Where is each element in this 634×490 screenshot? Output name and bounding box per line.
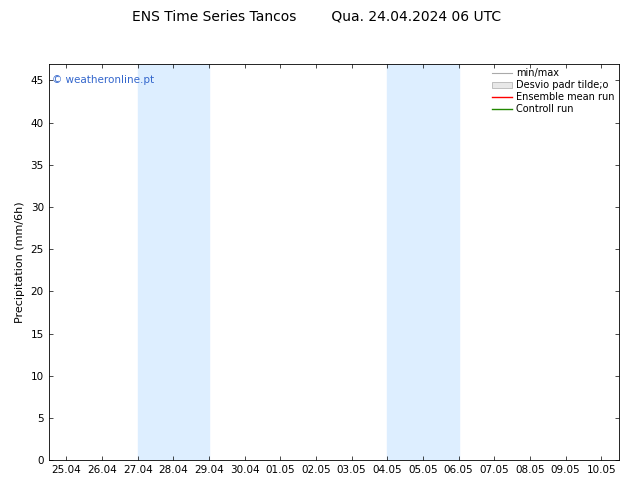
Legend: min/max, Desvio padr tilde;o, Ensemble mean run, Controll run: min/max, Desvio padr tilde;o, Ensemble m… (490, 67, 616, 116)
Bar (138, 64, 209, 460)
Text: © weatheronline.pt: © weatheronline.pt (51, 75, 153, 85)
Bar (387, 64, 458, 460)
Text: ENS Time Series Tancos        Qua. 24.04.2024 06 UTC: ENS Time Series Tancos Qua. 24.04.2024 0… (133, 10, 501, 24)
Y-axis label: Precipitation (mm/6h): Precipitation (mm/6h) (15, 201, 25, 323)
